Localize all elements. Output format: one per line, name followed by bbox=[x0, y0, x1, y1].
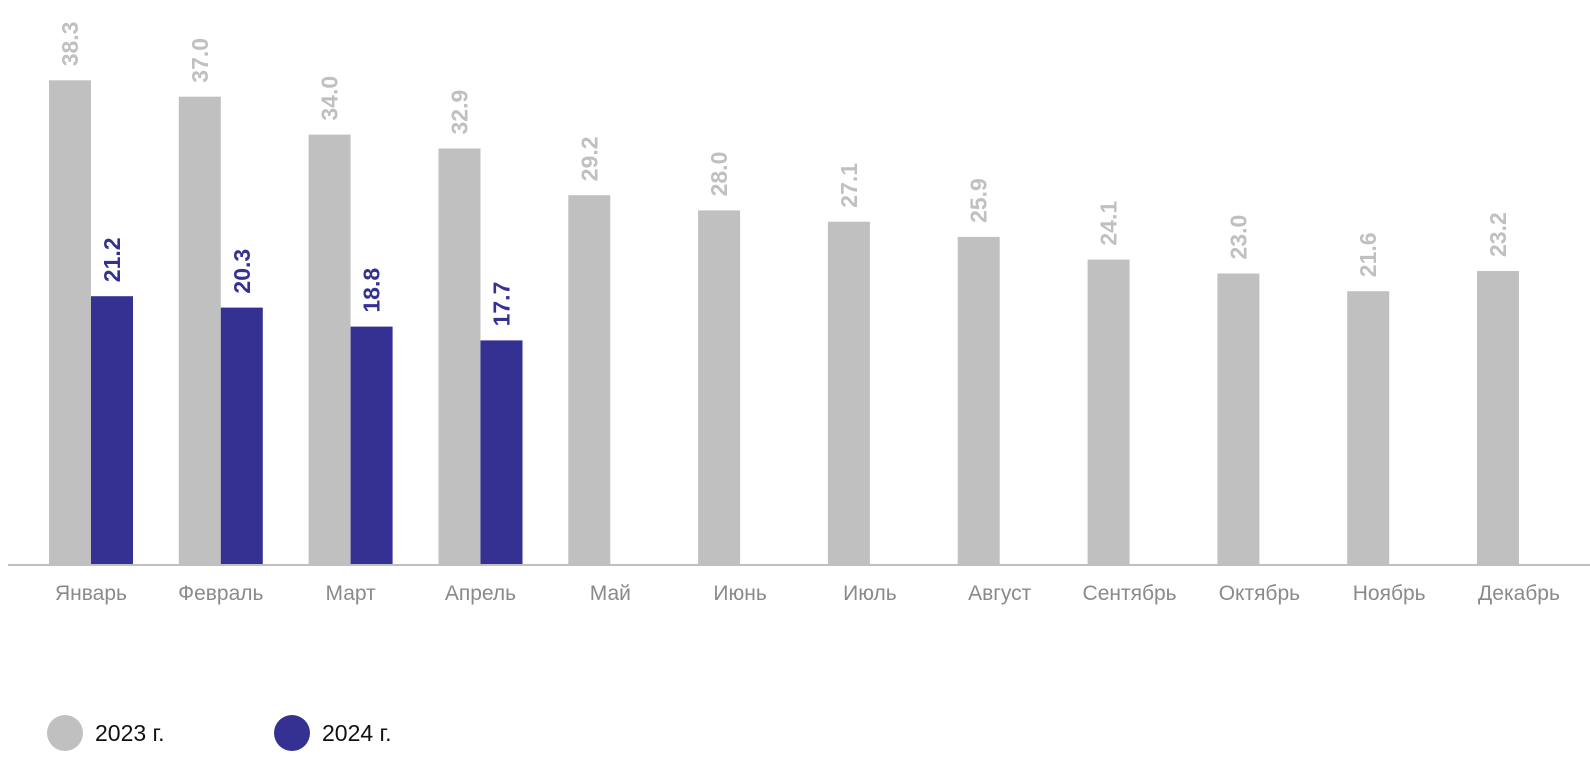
bar-2023-1 bbox=[49, 80, 91, 565]
category-label-10: Октябрь bbox=[1219, 582, 1300, 605]
value-label-2023-11: 21.6 bbox=[1355, 232, 1381, 277]
bar-2023-6 bbox=[698, 210, 741, 564]
category-labels-group: Январь Февраль Март Апрель Май Июнь Июль Август… bbox=[55, 582, 1560, 605]
value-label-2023-5: 29.2 bbox=[576, 136, 602, 181]
value-label-2023-4: 32.9 bbox=[447, 90, 473, 135]
bar-2024-1 bbox=[91, 296, 133, 564]
value-label-2024-3: 18.8 bbox=[359, 268, 385, 313]
legend-item-2024: 2024 г. bbox=[274, 711, 392, 755]
value-label-2024-4: 17.7 bbox=[489, 282, 515, 327]
bars-group bbox=[49, 80, 1519, 565]
bar-2023-4 bbox=[438, 148, 481, 564]
bar-2023-3 bbox=[308, 134, 351, 564]
value-labels-group: 38.3 21.2 37.0 20.3 34.0 18.8 32.9 17.7 29.2 28.0… bbox=[57, 22, 1511, 327]
value-label-2023-3: 34.0 bbox=[317, 76, 343, 121]
bar-2024-3 bbox=[350, 326, 393, 564]
bar-2024-4 bbox=[480, 340, 523, 564]
bar-2023-2 bbox=[178, 96, 221, 564]
category-label-2: Февраль bbox=[178, 582, 263, 605]
value-label-2024-2: 20.3 bbox=[229, 249, 255, 294]
value-label-2024-1: 21.2 bbox=[99, 237, 125, 282]
bar-2023-11 bbox=[1347, 291, 1390, 564]
value-label-2023-12: 23.2 bbox=[1485, 212, 1511, 257]
bar-2023-12 bbox=[1477, 271, 1519, 564]
category-label-11: Ноябрь bbox=[1353, 582, 1426, 605]
category-label-7: Июль bbox=[843, 582, 897, 605]
value-label-2023-10: 23.0 bbox=[1225, 215, 1251, 260]
category-label-9: Сентябрь bbox=[1083, 582, 1177, 605]
value-label-2023-1: 38.3 bbox=[57, 22, 83, 67]
value-label-2023-6: 28.0 bbox=[706, 152, 732, 197]
legend-item-2023: 2023 г. bbox=[47, 711, 165, 755]
legend: 2023 г. 2024 г. bbox=[0, 711, 1590, 755]
legend-label-2023: 2023 г. bbox=[95, 719, 165, 746]
bar-2023-10 bbox=[1217, 273, 1260, 564]
category-label-1: Январь bbox=[55, 582, 127, 605]
bar-2024-2 bbox=[220, 307, 263, 564]
bar-2023-8 bbox=[957, 236, 1000, 564]
category-label-5: Май bbox=[590, 582, 631, 605]
legend-swatch-2023 bbox=[47, 715, 83, 751]
bar-2023-5 bbox=[568, 195, 611, 564]
category-label-3: Март bbox=[325, 582, 376, 605]
bar-2023-9 bbox=[1087, 259, 1130, 564]
value-label-2023-2: 37.0 bbox=[187, 38, 213, 83]
value-label-2023-9: 24.1 bbox=[1096, 201, 1122, 246]
bar-2023-7 bbox=[827, 221, 870, 564]
legend-label-2024: 2024 г. bbox=[322, 719, 392, 746]
value-label-2023-8: 25.9 bbox=[966, 178, 992, 223]
category-label-4: Апрель bbox=[445, 582, 516, 605]
category-label-6: Июнь bbox=[713, 582, 766, 605]
category-label-12: Декабрь bbox=[1478, 582, 1560, 605]
legend-swatch-2024 bbox=[274, 715, 310, 751]
value-label-2023-7: 27.1 bbox=[836, 163, 862, 208]
category-label-8: Август bbox=[968, 582, 1032, 605]
